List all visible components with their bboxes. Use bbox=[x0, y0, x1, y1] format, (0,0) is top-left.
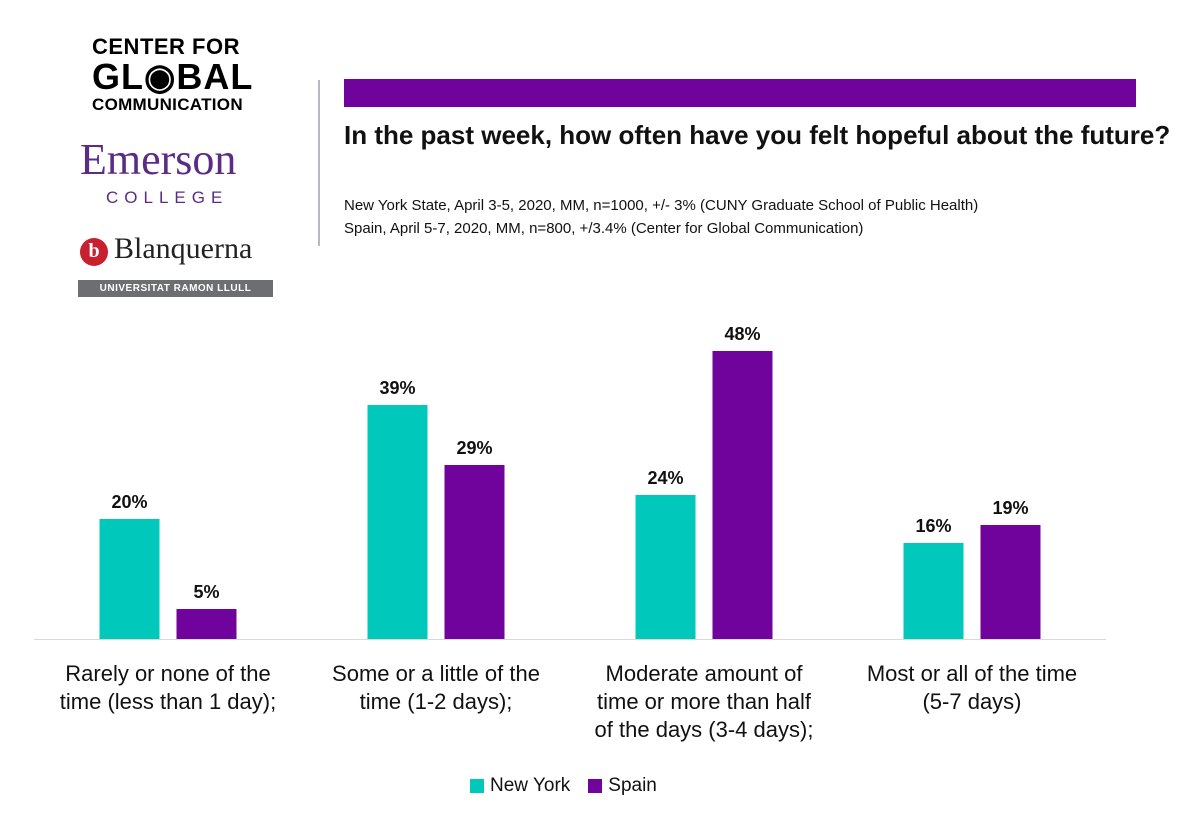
cgc-logo-line1: CENTER FOR bbox=[92, 34, 240, 59]
data-label-spain-1: 5% bbox=[193, 582, 219, 602]
legend-label-spain: Spain bbox=[608, 775, 657, 796]
category-label-4-line-1: Most or all of the time bbox=[866, 661, 1078, 686]
category-label-4: Most or all of the time (5-7 days) bbox=[837, 660, 1107, 716]
data-label-spain-2: 29% bbox=[456, 438, 492, 458]
bar-spain-1 bbox=[176, 609, 237, 639]
category-label-1-line-1: Rarely or none of the bbox=[65, 661, 271, 686]
bar-new-york-2 bbox=[367, 405, 428, 639]
legend-swatch-spain bbox=[588, 779, 603, 793]
legend-item-spain: Spain bbox=[588, 775, 657, 797]
category-label-3-line-3: of the days (3-4 days); bbox=[594, 717, 814, 742]
data-label-new-york-2: 39% bbox=[379, 378, 415, 398]
category-label-4-line-2: (5-7 days) bbox=[922, 689, 1022, 714]
category-label-3-line-1: Moderate amount of bbox=[605, 661, 803, 686]
emerson-logo-sub: COLLEGE bbox=[106, 188, 229, 207]
bar-new-york-4 bbox=[903, 543, 964, 639]
bar-new-york-3 bbox=[635, 495, 696, 639]
chart-title: In the past week, how often have you fel… bbox=[344, 120, 1171, 150]
category-label-2-line-2: time (1-2 days); bbox=[359, 689, 513, 714]
blanquerna-mark-icon: b bbox=[80, 238, 108, 266]
legend-label-new-york: New York bbox=[490, 775, 571, 796]
cgc-logo-line2: GL◉BAL bbox=[92, 56, 254, 97]
source-note-new-york: New York State, April 3-5, 2020, MM, n=1… bbox=[344, 197, 979, 214]
data-label-new-york-1: 20% bbox=[111, 492, 147, 512]
legend-swatch-new-york bbox=[470, 779, 484, 793]
data-label-new-york-4: 16% bbox=[915, 516, 951, 536]
category-label-2-line-1: Some or a little of the bbox=[332, 661, 540, 686]
source-note-spain: Spain, April 5-7, 2020, MM, n=800, +/3.4… bbox=[344, 220, 864, 237]
bar-spain-3 bbox=[712, 351, 773, 639]
chart-legend: New York Spain bbox=[470, 775, 657, 797]
header-divider bbox=[318, 80, 320, 246]
category-label-2: Some or a little of the time (1-2 days); bbox=[301, 660, 571, 716]
category-label-3: Moderate amount of time or more than half… bbox=[569, 660, 839, 744]
category-label-1-line-2: time (less than 1 day); bbox=[59, 689, 277, 714]
bar-spain-2 bbox=[444, 465, 505, 639]
header-accent-bar bbox=[344, 79, 1136, 107]
data-label-new-york-3: 24% bbox=[647, 468, 683, 488]
data-label-spain-4: 19% bbox=[992, 498, 1028, 518]
bar-spain-4 bbox=[980, 525, 1041, 639]
data-label-spain-3: 48% bbox=[724, 324, 760, 344]
blanquerna-logo-name: Blanquerna bbox=[114, 232, 253, 265]
emerson-logo-name: Emerson bbox=[80, 135, 237, 184]
category-label-3-line-2: time or more than half bbox=[597, 689, 811, 714]
cgc-logo-line3: COMMUNICATION bbox=[92, 95, 243, 114]
bar-new-york-1 bbox=[99, 519, 160, 639]
legend-item-new-york: New York bbox=[470, 775, 570, 797]
bar-chart: 20% 5% 39% 29% 24% 48% 16% 19% bbox=[34, 324, 1106, 640]
category-label-1: Rarely or none of the time (less than 1 d… bbox=[33, 660, 303, 716]
blanquerna-logo-sub: UNIVERSITAT RAMON LLULL bbox=[78, 280, 273, 297]
